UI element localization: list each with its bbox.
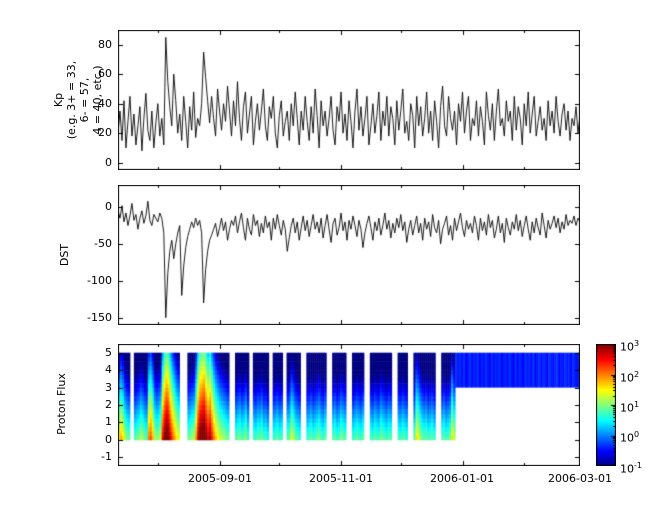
flux-y-tick-label: -1 xyxy=(101,450,112,463)
dst-y-tick-label: -150 xyxy=(87,311,112,324)
x-tick-label: 2005-09-01 xyxy=(188,472,252,485)
colorbar-tick-label: 103 xyxy=(620,337,664,354)
colorbar-tick-exp: 2 xyxy=(634,370,640,379)
flux-y-tick-label: 1 xyxy=(105,415,112,428)
colorbar xyxy=(596,344,616,466)
kp-y-tick-label: 80 xyxy=(98,38,112,51)
kp-plot-canvas xyxy=(118,30,580,170)
kp-y-tick-label: 20 xyxy=(98,126,112,139)
flux-y-tick-label: 0 xyxy=(105,433,112,446)
colorbar-tick-base: 10 xyxy=(620,462,634,476)
colorbar-tick-base: 10 xyxy=(620,431,634,445)
colorbar-tick-label: 101 xyxy=(620,398,664,415)
colorbar-tick-label: 102 xyxy=(620,368,664,385)
colorbar-tick-label: 10-1 xyxy=(620,459,664,476)
dst-y-tick-label: -100 xyxy=(87,274,112,287)
colorbar-tick-exp: 1 xyxy=(634,400,640,409)
flux-y-axis-label: Proton Flux xyxy=(55,373,68,435)
kp-y-tick-label: 40 xyxy=(98,97,112,110)
kp-y-tick-label: 0 xyxy=(105,156,112,169)
flux-heatmap-canvas xyxy=(118,344,580,466)
colorbar-tick-base: 10 xyxy=(620,371,634,385)
flux-y-tick-label: 2 xyxy=(105,398,112,411)
colorbar-tick-base: 10 xyxy=(620,401,634,415)
flux-y-tick-label: 3 xyxy=(105,381,112,394)
dst-y-tick-label: -50 xyxy=(94,237,112,250)
x-tick-label: 2006-01-01 xyxy=(430,472,494,485)
colorbar-tick-base: 10 xyxy=(620,340,634,354)
dst-y-tick-label: 0 xyxy=(105,200,112,213)
x-tick-label: 2006-03-01 xyxy=(548,472,612,485)
colorbar-tick-label: 100 xyxy=(620,428,664,445)
flux-y-tick-label: 5 xyxy=(105,346,112,359)
flux-y-tick-label: 4 xyxy=(105,363,112,376)
x-tick-label: 2005-11-01 xyxy=(309,472,373,485)
colorbar-tick-exp: -1 xyxy=(634,461,642,470)
dst-y-axis-label: DST xyxy=(58,243,71,267)
kp-y-tick-label: 60 xyxy=(98,67,112,80)
colorbar-tick-exp: 0 xyxy=(634,430,640,439)
dst-plot-canvas xyxy=(118,185,580,325)
colorbar-tick-exp: 3 xyxy=(634,339,640,348)
kp-y-axis-label-line: Kp xyxy=(52,92,65,108)
